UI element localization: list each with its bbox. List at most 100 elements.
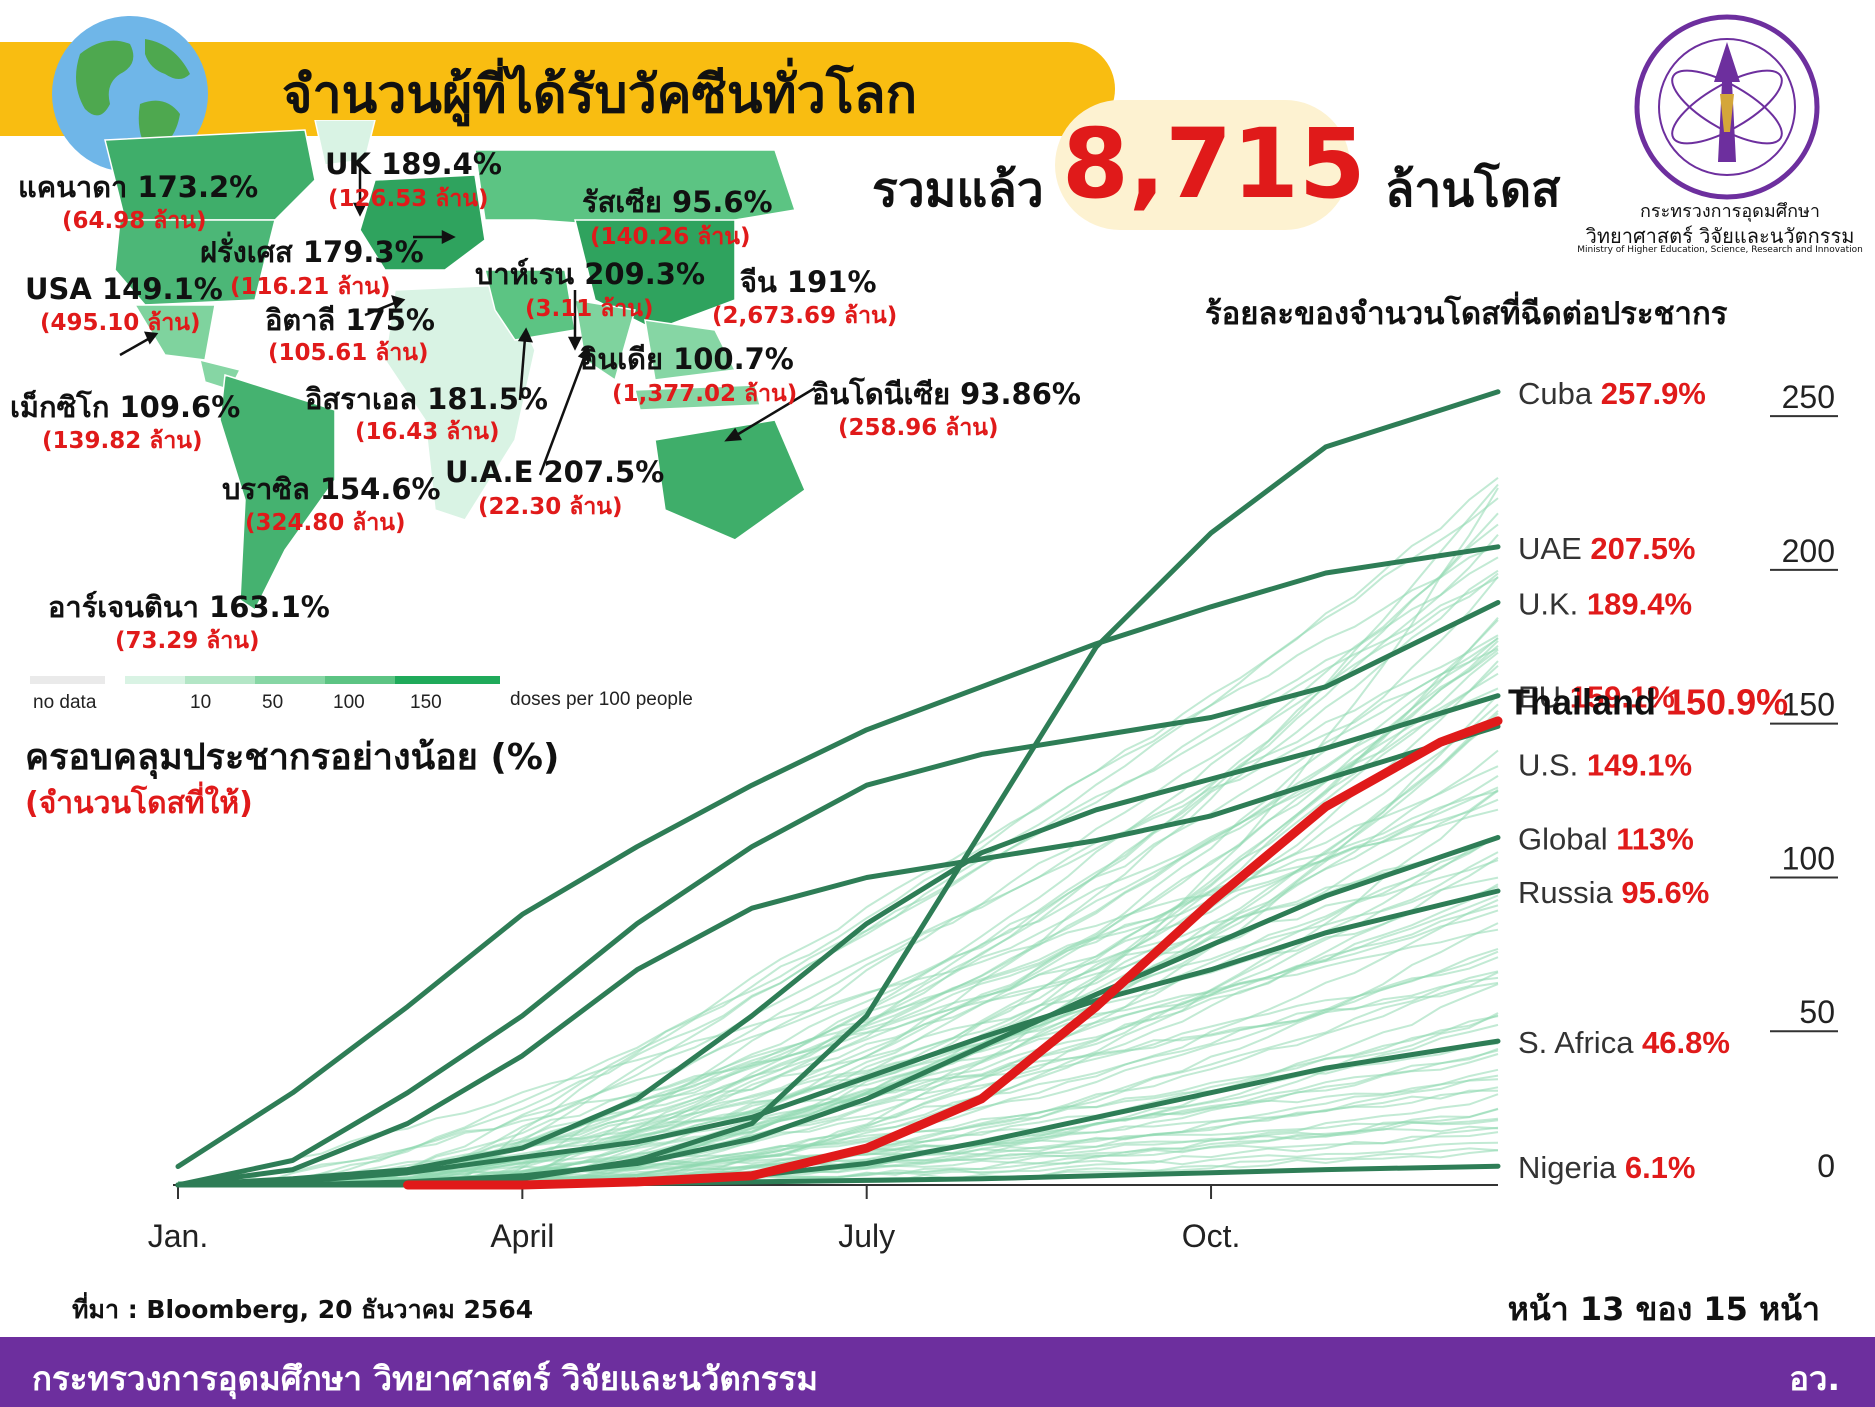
series-line-nigeria: [175, 1163, 1501, 1188]
total-value: 8,715: [1062, 108, 1366, 220]
map-label-italy: อิตาลี 175%: [265, 303, 435, 337]
map-china: [574, 219, 736, 331]
legend-swatch-4: [325, 676, 395, 684]
background-line: [178, 775, 1499, 1187]
legend-swatch-1: [125, 676, 185, 684]
map-doses-indonesia: (258.96 ล้าน): [838, 415, 999, 441]
y-tick-label: 150: [1782, 687, 1835, 723]
map-label-usa: USA 149.1%: [25, 272, 223, 306]
map-label-mexico: เม็กซิโก 109.6%: [10, 390, 241, 424]
map-label-france: ฝรั่งเศส 179.3%: [200, 235, 424, 269]
x-tick-label: April: [490, 1218, 554, 1254]
footer-ministry: กระทรวงการอุดมศึกษา วิทยาศาสตร์ วิจัยและ…: [32, 1359, 819, 1398]
vaccination-line-chart: Jan. April July Oct. 0 50 100 150 200 250 Cuba 25…: [148, 376, 1838, 1254]
map-europe: [359, 174, 486, 271]
map-label-canada: แคนาดา 173.2%: [18, 170, 259, 204]
series-label-u-k-: U.K. 189.4%: [1518, 587, 1692, 622]
map-se-asia: [644, 319, 737, 381]
y-tick-label: 200: [1782, 533, 1835, 569]
map-doses-italy: (105.61 ล้าน): [268, 340, 429, 366]
total-label: รวมแล้ว: [872, 162, 1044, 218]
y-tick-label: 100: [1782, 840, 1835, 876]
y-tick-label: 0: [1817, 1148, 1835, 1184]
map-label-argentina: อาร์เจนตินา 163.1%: [48, 590, 330, 624]
series-lines: [175, 389, 1503, 1190]
legend-swatch-3: [255, 676, 325, 684]
series-label-cuba: Cuba 257.9%: [1518, 376, 1706, 411]
legend-tick-150: 150: [410, 692, 442, 713]
legend-tick-50: 50: [262, 692, 283, 713]
series-label-s-africa: S. Africa 46.8%: [1518, 1025, 1730, 1060]
x-tick-label: July: [838, 1218, 895, 1254]
map-doses-brazil: (324.80 ล้าน): [245, 510, 406, 536]
map-label-brazil: บราซิล 154.6%: [222, 472, 441, 506]
page-number: หน้า 13 ของ 15 หน้า: [1507, 1290, 1820, 1328]
ministry-logo-icon: [1634, 14, 1820, 200]
background-line: [178, 687, 1499, 1186]
series-label-global: Global 113%: [1518, 821, 1694, 856]
map-mexico: [133, 304, 216, 361]
footer-abbreviation: อว.: [1789, 1359, 1840, 1398]
map-doses-china: (2,673.69 ล้าน): [712, 303, 898, 329]
map-label-russia: รัสเซีย 95.6%: [582, 185, 773, 219]
map-doses-canada: (64.98 ล้าน): [62, 208, 207, 234]
series-labels: Cuba 257.9% UAE 207.5% U.K. 189.4% EU 159.1…: [1508, 376, 1788, 1185]
map-doses-argentina: (73.29 ล้าน): [115, 628, 260, 654]
map-usa: [114, 219, 276, 306]
footer-bar: [0, 1337, 1875, 1407]
y-tick-label: 250: [1782, 379, 1835, 415]
map-label-india: อินเดีย 100.7%: [580, 342, 794, 376]
series-line-uae: [175, 544, 1501, 1169]
series-label-u-s-: U.S. 149.1%: [1518, 747, 1692, 782]
map-legend: no data 10 50 100 150 doses per 100 peop…: [30, 676, 693, 713]
map-doses-france: (116.21 ล้าน): [230, 274, 391, 300]
y-tick-label: 50: [1799, 994, 1835, 1030]
coverage-title: ครอบคลุมประชากรอย่างน้อย (%): [25, 737, 560, 778]
map-south-america: [219, 374, 336, 612]
legend-tick-10: 10: [190, 692, 211, 713]
chart-axes: Jan. April July Oct. 0 50 100 150 200 250: [148, 379, 1838, 1254]
map-label-uk: UK 189.4%: [325, 147, 502, 181]
map-doses-usa: (495.10 ล้าน): [40, 310, 201, 336]
logo-ministry-name-en: Ministry of Higher Education, Science, R…: [1577, 245, 1863, 255]
series-label-nigeria: Nigeria 6.1%: [1518, 1150, 1696, 1185]
series-line-u-s-: [175, 723, 1501, 1188]
chart-title: ร้อยละของจำนวนโดสที่ฉีดต่อประชากร: [1205, 296, 1728, 332]
series-label-thailand: Thailand 150.9%: [1508, 681, 1788, 722]
coverage-subtitle: (จำนวนโดสที่ให้): [25, 786, 253, 821]
series-line-thailand: [403, 716, 1503, 1190]
map-landmasses: [104, 120, 806, 612]
map-doses-israel: (16.43 ล้าน): [355, 419, 500, 445]
background-line: [177, 786, 1499, 1187]
background-line: [177, 808, 1499, 1187]
series-label-eu: EU 159.1%: [1518, 680, 1675, 715]
map-indonesia: [634, 384, 761, 411]
map-label-israel: อิสราเอล 181.5%: [305, 382, 548, 416]
map-label-uae: U.A.E 207.5%: [445, 455, 665, 489]
source-note: ที่มา : Bloomberg, 20 ธันวาคม 2564: [72, 1295, 534, 1324]
map-label-indonesia: อินโดนีเซีย 93.86%: [812, 377, 1081, 411]
legend-unit: doses per 100 people: [510, 689, 693, 710]
map-canada: [104, 129, 316, 221]
background-line: [177, 981, 1499, 1186]
world-map: [104, 120, 816, 612]
map-doses-mexico: (139.82 ล้าน): [42, 428, 203, 454]
x-tick-label: Jan.: [148, 1218, 208, 1254]
legend-swatch-2: [185, 676, 255, 684]
map-label-bahrain: บาห์เรน 209.3%: [475, 257, 706, 291]
legend-tick-100: 100: [333, 692, 365, 713]
map-greenland: [314, 120, 376, 166]
total-badge: [1055, 100, 1350, 230]
series-line-global: [175, 835, 1501, 1188]
x-tick-label: Oct.: [1182, 1218, 1241, 1254]
series-label-russia: Russia 95.6%: [1518, 875, 1709, 910]
total-unit: ล้านโดส: [1385, 162, 1561, 218]
map-doses-uae: (22.30 ล้าน): [478, 494, 623, 520]
map-doses-uk: (126.53 ล้าน): [328, 186, 489, 212]
map-doses-russia: (140.26 ล้าน): [590, 224, 751, 250]
series-line-russia: [175, 888, 1501, 1188]
legend-no-data: no data: [33, 692, 97, 713]
page-title: จำนวนผู้ที่ได้รับวัคซีนทั่วโลก: [282, 65, 918, 125]
logo-ministry-name: กระทรวงการอุดมศึกษา: [1640, 201, 1820, 222]
logo-ministry-name-2: วิทยาศาสตร์ วิจัยและนวัตกรรม: [1585, 224, 1855, 248]
